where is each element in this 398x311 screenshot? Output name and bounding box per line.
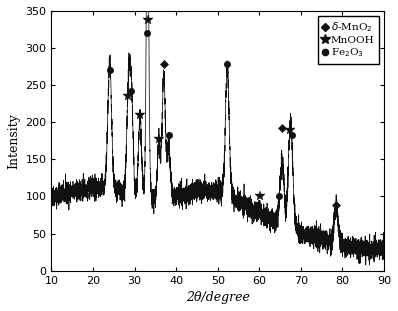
Y-axis label: Intensity: Intensity <box>7 113 20 169</box>
Legend: $\delta$-MnO$_2$, MnOOH, Fe$_2$O$_3$: $\delta$-MnO$_2$, MnOOH, Fe$_2$O$_3$ <box>318 16 379 63</box>
X-axis label: 2θ/degree: 2θ/degree <box>186 291 250 304</box>
